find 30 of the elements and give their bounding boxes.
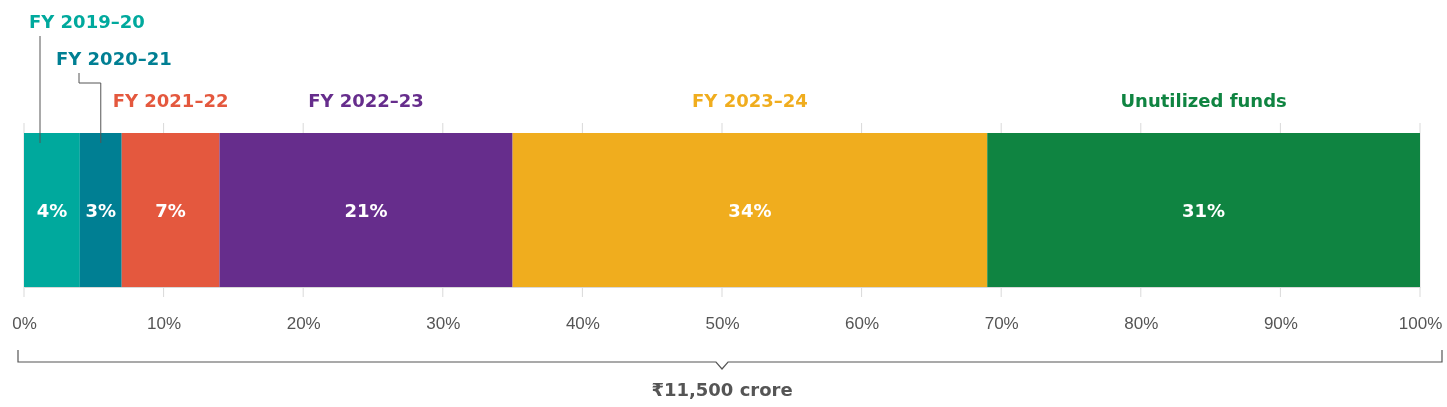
x-tick-label: 60% (845, 314, 880, 334)
bar (24, 133, 80, 287)
series-label: FY 2022–23 (308, 90, 424, 111)
x-tick-label: 100% (1398, 314, 1443, 334)
text: FY 2019–20 (29, 11, 145, 32)
x-tick-label: 50% (705, 314, 740, 334)
data-label: 21% (344, 200, 388, 221)
x-tick-label: 90% (1263, 314, 1298, 334)
series-label: FY 2023–24 (692, 90, 808, 111)
data-label: 34% (728, 200, 772, 221)
x-tick-label: 20% (286, 314, 321, 334)
bar (987, 133, 1420, 287)
data-label: 3% (85, 200, 117, 221)
x-tick-label: 30% (426, 314, 461, 334)
data-label: 4% (36, 200, 68, 221)
x-tick-label: 10% (147, 314, 182, 334)
x-tick-label: 0% (12, 314, 37, 334)
x-tick-label: 40% (565, 314, 600, 334)
series-label: Unutilized funds (1120, 90, 1287, 111)
bar (79, 133, 122, 287)
text: FY 2020–21 (56, 48, 172, 69)
x-tick-label: 80% (1124, 314, 1159, 334)
text: ₹11,500 crore (651, 379, 793, 400)
data-label: 7% (155, 200, 186, 221)
bar (512, 133, 988, 287)
x-tick-label: 70% (984, 314, 1019, 334)
bar (219, 133, 513, 287)
bar (121, 133, 220, 287)
series-label: FY 2021–22 (112, 90, 229, 111)
data-label: 31% (1182, 200, 1226, 221)
